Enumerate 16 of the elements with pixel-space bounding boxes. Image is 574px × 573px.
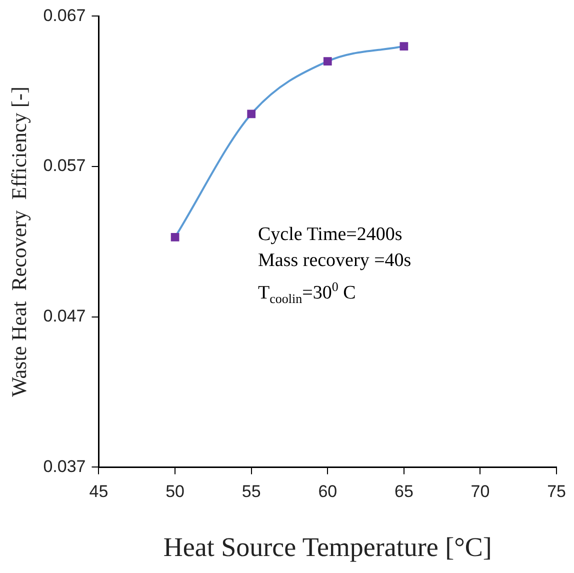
x-tick-label: 60 xyxy=(318,482,338,502)
x-axis-title: Heat Source Temperature [°C] xyxy=(163,532,492,562)
x-tick-label: 45 xyxy=(89,482,108,502)
annotation: Cycle Time=2400s xyxy=(258,223,404,247)
x-tick-label: 50 xyxy=(166,482,185,502)
annotation: T$_{coolin}$=30$^{0}$ C xyxy=(258,278,357,308)
y-tick-label: 0.067 xyxy=(43,6,86,25)
y-tick-label: 0.037 xyxy=(43,456,86,476)
y-axis-title: Waste Heat Recovery Efficiency [-] xyxy=(7,86,32,397)
y-tick-label: 0.047 xyxy=(43,306,86,326)
x-tick-label: 55 xyxy=(242,482,261,502)
y-tick-label: 0.057 xyxy=(43,156,86,176)
x-tick-label: 65 xyxy=(394,482,414,502)
x-tick-label: 70 xyxy=(470,482,490,502)
x-tick-label: 75 xyxy=(547,482,566,502)
annotation: Mass recovery =40s xyxy=(258,249,412,273)
